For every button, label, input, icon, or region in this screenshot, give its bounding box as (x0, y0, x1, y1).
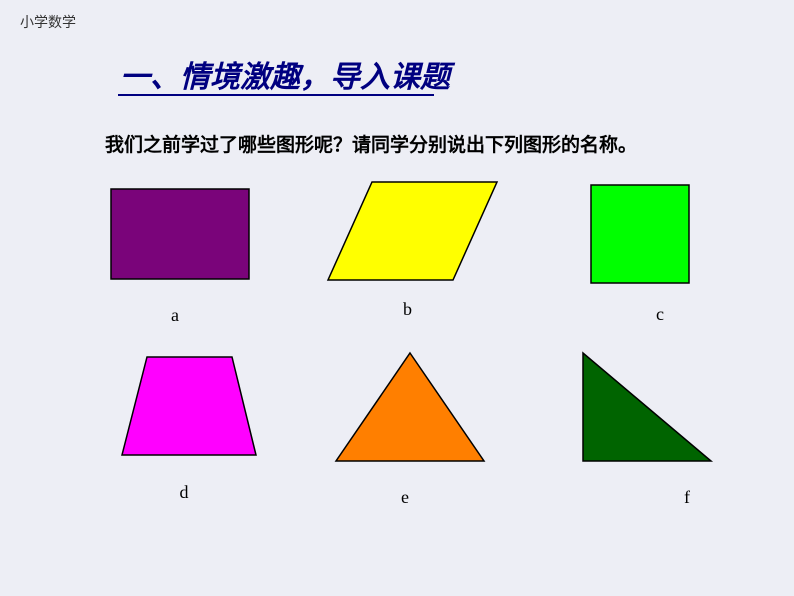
subject-label: 小学数学 (20, 12, 76, 32)
shape-e-label: e (323, 487, 487, 508)
title-underline (118, 94, 434, 96)
shape-d-wrap: d (120, 355, 258, 503)
triangle-isosceles-shape (333, 350, 487, 464)
triangle-right-shape (580, 350, 714, 464)
shape-e-wrap: e (333, 350, 487, 508)
shape-b-label: b (315, 299, 500, 320)
trapezoid-shape (120, 355, 258, 457)
page-title: 一、情境激趣，导入课题 (120, 52, 450, 96)
rectangle-shape (110, 188, 250, 280)
square-shape (590, 184, 690, 284)
shape-d-label: d (110, 482, 258, 503)
shape-f-label: f (660, 487, 714, 508)
shape-c-label: c (630, 304, 690, 325)
shape-a-wrap: a (110, 188, 250, 326)
shape-b-wrap: b (325, 180, 500, 320)
parallelogram-shape (325, 180, 500, 282)
shape-f-wrap: f (580, 350, 714, 508)
question-text: 我们之前学过了哪些图形呢？请同学分别说出下列图形的名称。 (105, 130, 637, 157)
shape-c-wrap: c (590, 184, 690, 325)
shape-a-label: a (100, 305, 250, 326)
